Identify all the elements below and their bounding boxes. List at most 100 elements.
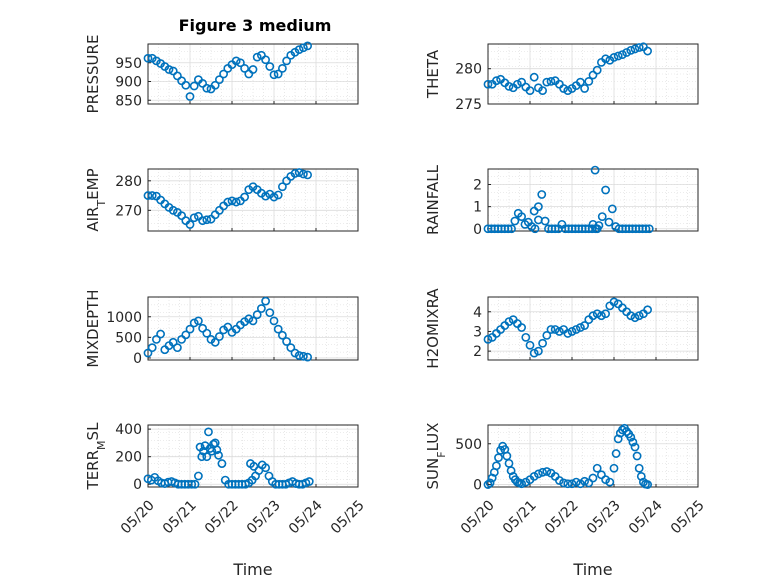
axes-box xyxy=(487,296,699,361)
y-axis-label-main: THETA xyxy=(424,49,442,99)
y-axis-label-main: H2OMIXRA xyxy=(424,288,442,369)
data-point xyxy=(525,340,535,350)
data-point xyxy=(177,335,186,344)
y-tick-label: 0 xyxy=(473,478,482,494)
y-tick-label: 400 xyxy=(115,422,142,438)
data-point xyxy=(485,478,495,488)
data-point xyxy=(244,69,254,79)
data-point xyxy=(223,197,233,207)
data-point xyxy=(601,309,610,319)
data-point xyxy=(626,432,636,442)
data-point xyxy=(504,81,514,91)
panel-air-temp: 270 280 AIRTEMP xyxy=(84,168,359,232)
data-point xyxy=(193,471,203,481)
data-point xyxy=(185,324,195,334)
data-point xyxy=(609,297,619,307)
data-point xyxy=(641,224,651,234)
data-point xyxy=(304,477,314,486)
data-point xyxy=(164,65,174,74)
data-point xyxy=(491,461,501,471)
axes-box xyxy=(147,296,359,361)
data-point xyxy=(185,220,195,229)
data-point xyxy=(537,190,547,199)
data-point xyxy=(143,53,153,63)
data-point xyxy=(592,309,602,319)
data-point xyxy=(282,56,291,66)
data-point xyxy=(555,327,564,336)
data-point xyxy=(590,165,600,175)
data-point xyxy=(567,479,577,489)
data-point xyxy=(240,63,249,73)
data-point xyxy=(269,192,279,202)
data-point xyxy=(592,224,602,234)
data-point xyxy=(273,324,283,334)
data-point xyxy=(630,442,640,452)
data-point xyxy=(193,316,203,326)
y-tick-label: 500 xyxy=(455,437,482,453)
data-point xyxy=(504,458,514,468)
data-point xyxy=(538,338,547,348)
data-point xyxy=(632,451,642,461)
y-axis-label-main: MIXDEPTH xyxy=(84,289,102,367)
data-point xyxy=(517,323,526,332)
data-point xyxy=(294,45,304,55)
data-point xyxy=(542,77,552,87)
data-point xyxy=(517,479,526,489)
x-tick-label: 05/22 xyxy=(202,497,242,537)
y-axis-label: MIXDEPTH xyxy=(84,289,102,367)
axes-box xyxy=(147,43,359,105)
data-point xyxy=(212,445,222,455)
data-point xyxy=(529,72,539,82)
data-point xyxy=(563,479,573,489)
data-point xyxy=(231,56,241,66)
data-point xyxy=(252,310,262,320)
data-point xyxy=(571,477,581,487)
data-point xyxy=(210,80,220,90)
x-tick-label: 05/21 xyxy=(500,497,540,537)
data-point xyxy=(630,313,640,323)
data-point xyxy=(601,54,610,64)
data-point xyxy=(507,224,516,234)
data-point xyxy=(604,217,614,227)
data-point xyxy=(177,211,186,221)
data-point xyxy=(618,50,627,59)
data-point xyxy=(269,316,279,326)
data-point xyxy=(261,296,270,306)
data-point xyxy=(607,204,617,214)
data-point xyxy=(580,321,589,330)
data-point xyxy=(168,337,178,347)
y-tick-label: 900 xyxy=(115,75,142,91)
y-tick-label: 950 xyxy=(115,56,142,72)
data-point xyxy=(265,308,275,318)
data-point xyxy=(298,351,308,361)
data-point xyxy=(644,224,654,234)
data-point xyxy=(198,323,207,333)
data-point xyxy=(219,69,228,79)
y-axis-label-main: PRESSURE xyxy=(84,35,102,114)
data-point xyxy=(189,318,199,328)
data-point xyxy=(231,197,241,207)
data-point xyxy=(546,325,556,334)
data-point xyxy=(550,325,560,334)
x-axis-label: Time xyxy=(232,560,272,579)
y-tick-label: 280 xyxy=(115,174,142,190)
data-point xyxy=(248,316,258,326)
x-tick-label: 05/21 xyxy=(160,497,200,537)
y-tick-label: 0 xyxy=(473,222,482,238)
x-tick-label: 05/24 xyxy=(286,497,326,537)
y-axis-label-main: SUN xyxy=(424,458,442,490)
data-point xyxy=(510,216,520,226)
data-point xyxy=(534,346,543,356)
y-axis-label-tail: LUX xyxy=(424,423,442,452)
y-tick-label: 3 xyxy=(473,324,482,340)
data-point xyxy=(503,224,513,234)
y-axis-label: RAINFALL xyxy=(424,164,442,235)
data-point xyxy=(609,53,619,62)
data-point xyxy=(580,476,589,486)
data-point xyxy=(609,463,619,473)
data-point xyxy=(273,190,283,200)
data-point xyxy=(483,334,493,344)
data-point xyxy=(143,348,153,358)
data-point xyxy=(210,337,220,347)
